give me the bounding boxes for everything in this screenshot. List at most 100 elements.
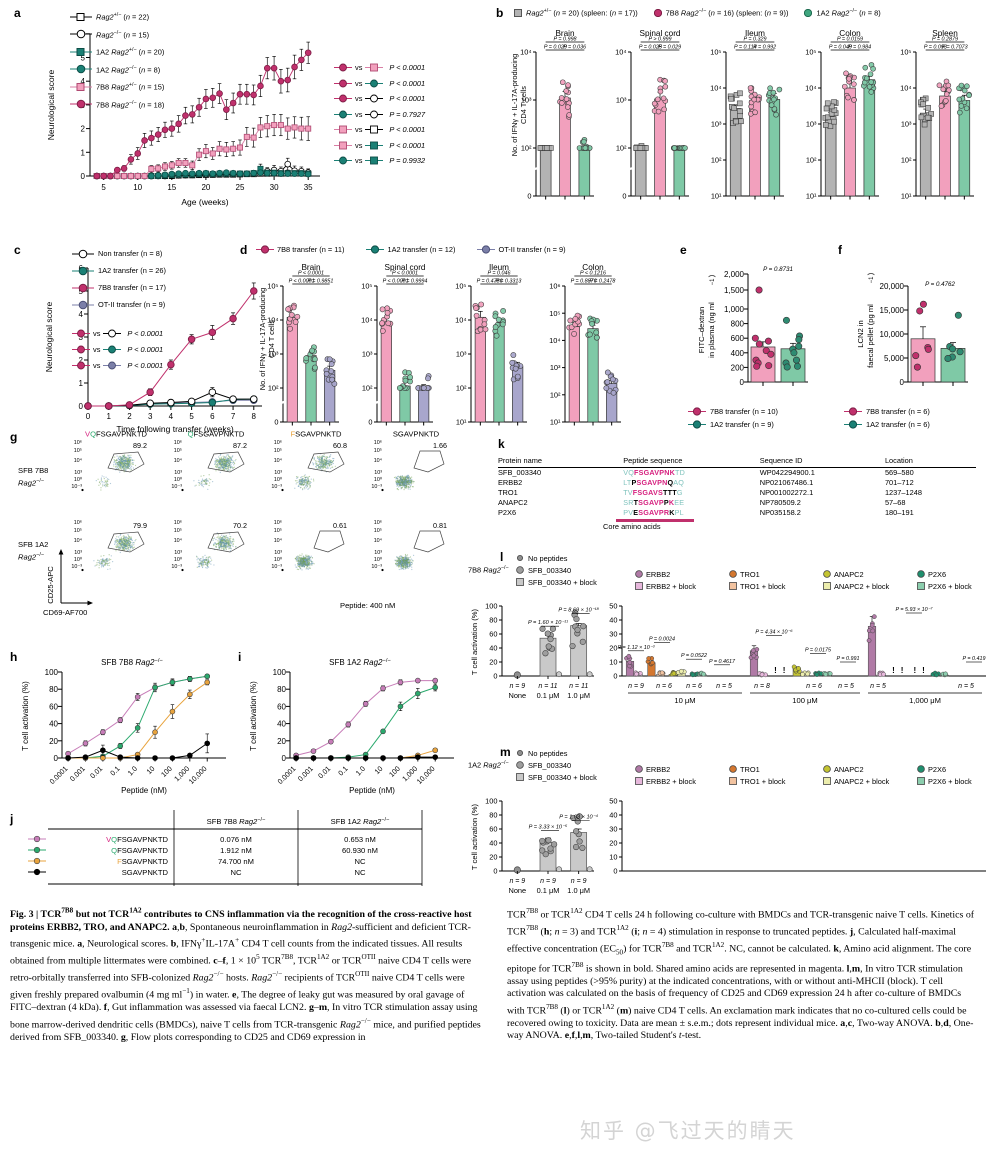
legend-item[interactable]: ERBB2 + block bbox=[635, 580, 725, 592]
legend-item[interactable]: 7B8 Rag2−/− (n = 16) (spleen: (n = 9)) bbox=[653, 8, 788, 17]
legend-item[interactable]: ANAPC2 + block bbox=[823, 775, 913, 787]
legend-item[interactable]: 7B8 transfer (n = 10) bbox=[688, 405, 778, 418]
svg-text:10³: 10³ bbox=[456, 350, 467, 359]
legend-item[interactable]: 1A2 transfer (n = 12) bbox=[366, 245, 455, 254]
svg-text:10²: 10² bbox=[711, 156, 722, 165]
p-value: P = 1.12 × 10⁻³ bbox=[618, 645, 655, 651]
legend-item[interactable]: OT-II transfer (n = 9) bbox=[477, 245, 566, 254]
panel-j-table-wrap: SFB 7B8 Rag2−/− SFB 1A2 Rag2−/− VQFSGAVP… bbox=[24, 810, 444, 888]
legend-item[interactable]: 1A2 transfer (n = 6) bbox=[844, 418, 930, 431]
legend-item[interactable]: ANAPC2 bbox=[823, 763, 913, 775]
axis-tick: 10⁵ bbox=[274, 528, 282, 534]
legend-label: 7B8 transfer (n = 6) bbox=[866, 407, 930, 416]
legend-item[interactable]: P2X6 + block bbox=[917, 580, 991, 592]
legend-item[interactable]: ANAPC2 + block bbox=[823, 580, 913, 592]
legend-item[interactable]: P2X6 + block bbox=[917, 775, 991, 787]
legend-item[interactable]: Rag2+/− (n = 20) (spleen: (n = 17)) bbox=[514, 8, 638, 17]
stat-comparison: vs P < 0.0001 bbox=[334, 60, 425, 76]
axis-tick: 10⁵ bbox=[174, 448, 182, 454]
legend-item[interactable]: 1A2 Rag2−/− (n = 8) bbox=[804, 8, 881, 17]
p-value: P = 0.991 bbox=[836, 656, 859, 662]
svg-text:0: 0 bbox=[86, 412, 91, 421]
legend-item[interactable]: SFB_003340 bbox=[516, 759, 597, 771]
axis-tick: 10³ bbox=[74, 470, 82, 476]
svg-text:10⁴: 10⁴ bbox=[455, 316, 466, 325]
legend-item[interactable]: 7B8 Rag2−/− (n = 18) bbox=[70, 96, 250, 114]
legend-item[interactable]: No peptides bbox=[516, 552, 597, 564]
axis-tick: 10⁴ bbox=[74, 458, 83, 464]
panel-i-letter: i bbox=[238, 650, 242, 664]
axis-tick: 0.001 bbox=[68, 764, 87, 783]
legend-item[interactable]: 1A2 Rag2−/− (n = 8) bbox=[70, 61, 250, 79]
legend-item[interactable]: SFB_003340 bbox=[516, 564, 597, 576]
th-peptide-sequence: Peptide sequence bbox=[623, 455, 683, 465]
legend-item[interactable]: P2X6 bbox=[917, 568, 991, 580]
axis-tick: 10⁻³ bbox=[171, 484, 182, 490]
svg-text:2: 2 bbox=[127, 412, 132, 421]
svg-text:10⁵: 10⁵ bbox=[710, 48, 721, 57]
legend-item[interactable]: TRO1 bbox=[729, 568, 819, 580]
svg-text:10¹: 10¹ bbox=[550, 418, 561, 427]
p-value: P = 4.34 × 10⁻⁶ bbox=[755, 629, 793, 635]
ec50-7b8: 1.912 nM bbox=[220, 846, 252, 855]
legend-label: ANAPC2 bbox=[834, 764, 864, 774]
legend-item[interactable]: ERBB2 bbox=[635, 763, 725, 775]
svg-text:10⁵: 10⁵ bbox=[267, 282, 278, 291]
legend-item[interactable]: 1A2 transfer (n = 9) bbox=[688, 418, 778, 431]
svg-text:P = 0.2879: P = 0.2879 bbox=[932, 37, 958, 43]
svg-text:1,500: 1,500 bbox=[724, 286, 745, 295]
gate-percentage: 0.61 bbox=[333, 521, 347, 530]
legend-item[interactable]: No peptides bbox=[516, 747, 597, 759]
svg-text:5: 5 bbox=[81, 54, 86, 63]
legend-item[interactable]: Rag2+/− (n = 22) bbox=[70, 8, 250, 26]
p-value: P = 5.93 × 10⁻⁷ bbox=[895, 607, 933, 613]
sequence-id: NP035158.2 bbox=[759, 508, 801, 517]
legend-item[interactable]: Rag2−/− (n = 15) bbox=[70, 26, 250, 44]
panel-d-letter: d bbox=[240, 243, 248, 257]
axis-tick: 10⁰ bbox=[174, 477, 182, 483]
legend-item[interactable]: ANAPC2 bbox=[823, 568, 913, 580]
legend-item[interactable]: 7B8 transfer (n = 6) bbox=[844, 405, 930, 418]
legend-item[interactable]: SFB_003340 + block bbox=[516, 771, 597, 783]
concentration-label: 100 μM bbox=[792, 696, 817, 705]
legend-item[interactable]: ERBB2 + block bbox=[635, 775, 725, 787]
legend-item[interactable]: P2X6 bbox=[917, 763, 991, 775]
legend-label: No peptides bbox=[528, 748, 568, 758]
svg-text:10¹: 10¹ bbox=[456, 418, 467, 427]
th-sequence-id: Sequence ID bbox=[759, 455, 803, 465]
location: 701–712 bbox=[884, 478, 914, 487]
legend-item[interactable]: 7B8 transfer (n = 17) bbox=[72, 279, 232, 296]
peptide-label: QFSGAVPNKTD bbox=[188, 430, 245, 439]
p-value: P < 0.0001 bbox=[389, 78, 426, 88]
svg-text:5: 5 bbox=[79, 287, 84, 296]
legend-item[interactable]: TRO1 + block bbox=[729, 775, 819, 787]
panel-k-table-wrap: Protein name Peptide sequence Sequence I… bbox=[498, 455, 978, 532]
p-value: P < 0.0001 bbox=[389, 94, 426, 104]
svg-text:P = 0.9851: P = 0.9851 bbox=[307, 279, 333, 285]
legend-item[interactable]: 7B8 Rag2+/− (n = 15) bbox=[70, 78, 250, 96]
sample-size: n = 9 bbox=[509, 878, 525, 885]
peptide-label: VQFSGAVPNKTD bbox=[85, 430, 147, 439]
core-amino-acids-label: Core amino acids bbox=[603, 521, 661, 531]
svg-text:10⁴: 10⁴ bbox=[710, 84, 721, 93]
svg-text:P = 0.049: P = 0.049 bbox=[829, 45, 852, 51]
legend-item[interactable]: TRO1 + block bbox=[729, 580, 819, 592]
core-amino-acids-bar bbox=[616, 518, 694, 522]
svg-text:P < 0.0001: P < 0.0001 bbox=[289, 279, 315, 285]
svg-text:10: 10 bbox=[133, 183, 142, 192]
svg-text:5: 5 bbox=[101, 183, 106, 192]
legend-item[interactable]: OT-II transfer (n = 9) bbox=[72, 296, 232, 313]
panel-d-legend: 7B8 transfer (n = 11) 1A2 transfer (n = … bbox=[256, 245, 566, 254]
legend-label: ANAPC2 + block bbox=[834, 581, 890, 591]
legend-item[interactable]: TRO1 bbox=[729, 763, 819, 775]
legend-item[interactable]: 1A2 Rag2+/− (n = 20) bbox=[70, 43, 250, 61]
legend-item[interactable]: SFB_003340 + block bbox=[516, 576, 597, 588]
legend-item[interactable]: ERBB2 bbox=[635, 568, 725, 580]
legend-item[interactable]: 1A2 transfer (n = 26) bbox=[72, 262, 232, 279]
legend-item[interactable]: Non transfer (n = 8) bbox=[72, 245, 232, 262]
panel-a-letter: a bbox=[14, 6, 21, 20]
axis-tick: 10⁰ bbox=[274, 477, 282, 483]
legend-label: No peptides bbox=[528, 553, 568, 563]
legend-item[interactable]: 7B8 transfer (n = 11) bbox=[256, 245, 344, 254]
